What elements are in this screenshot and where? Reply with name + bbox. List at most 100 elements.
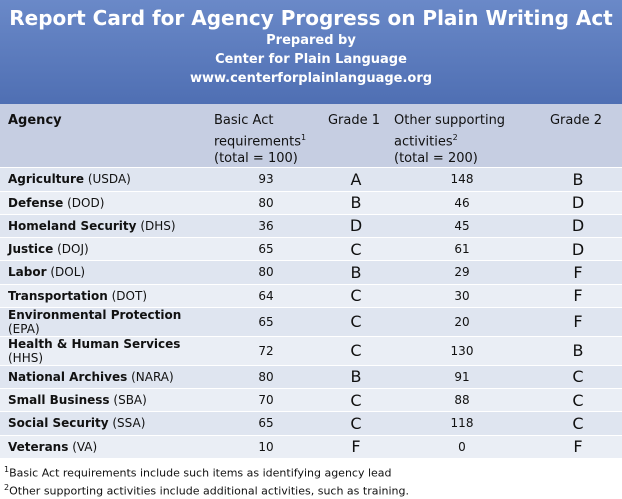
basic-score: 93 bbox=[210, 167, 318, 192]
agency-cell: Justice (DOJ) bbox=[0, 237, 210, 261]
table-row: Labor (DOL) 80 B 29 F bbox=[0, 260, 622, 285]
grade-1: B bbox=[318, 260, 390, 285]
grade-2: F bbox=[530, 283, 622, 308]
other-score: 148 bbox=[390, 167, 530, 192]
basic-score: 36 bbox=[210, 213, 318, 238]
header-lines: Prepared by Center for Plain Language www.… bbox=[0, 31, 622, 88]
agency-abbr: (DOD) bbox=[67, 195, 105, 210]
basic-score: 10 bbox=[210, 434, 318, 458]
footnote-mark: 1 bbox=[4, 464, 10, 474]
grade-2: F bbox=[530, 306, 622, 337]
agency-name: Transportation bbox=[8, 288, 108, 303]
column-note: (total = 200) bbox=[394, 151, 478, 167]
footnote: 1Basic Act requirements include such ite… bbox=[4, 462, 622, 481]
other-score: 130 bbox=[390, 335, 530, 366]
footnote-text: Basic Act requirements include such item… bbox=[9, 466, 392, 480]
agency-abbr: (VA) bbox=[72, 439, 98, 454]
table-row: Defense (DOD) 80 B 46 D bbox=[0, 190, 622, 215]
other-score: 0 bbox=[390, 434, 530, 458]
agency-cell: Transportation (DOT) bbox=[0, 283, 210, 308]
grade-1: B bbox=[318, 190, 390, 215]
agency-name: Labor bbox=[8, 265, 47, 280]
header-line: Prepared by bbox=[266, 33, 356, 48]
grade-1: C bbox=[318, 306, 390, 337]
agency-name: Veterans bbox=[8, 439, 69, 454]
agency-cell: Small Business (SBA) bbox=[0, 388, 210, 412]
agency-cell: Labor (DOL) bbox=[0, 260, 210, 285]
other-score: 30 bbox=[390, 283, 530, 308]
header-line: www.centerforplainlanguage.org bbox=[189, 71, 433, 86]
other-score: 91 bbox=[390, 364, 530, 389]
agency-abbr: (USDA) bbox=[87, 172, 131, 187]
grade-1: C bbox=[318, 411, 390, 436]
basic-score: 65 bbox=[210, 306, 318, 337]
grade-2: D bbox=[530, 190, 622, 215]
agency-abbr: (HHS) bbox=[8, 350, 44, 365]
agency-abbr: (DOJ) bbox=[57, 242, 89, 257]
footnote-text: Other supporting activities include addi… bbox=[9, 485, 410, 499]
grade-1: B bbox=[318, 364, 390, 389]
agency-name: Social Security bbox=[8, 416, 109, 431]
agency-name: Small Business bbox=[8, 393, 110, 408]
agency-cell: Health & Human Services (HHS) bbox=[0, 335, 210, 366]
other-score: 45 bbox=[390, 213, 530, 238]
table-row: Social Security (SSA) 65 C 118 C bbox=[0, 411, 622, 436]
report-table: Agency Basic Act requirements1 (total = 10… bbox=[0, 104, 622, 458]
column-header: Basic Act requirements1 (total = 100) bbox=[210, 104, 318, 168]
other-score: 61 bbox=[390, 237, 530, 261]
table-row: Health & Human Services (HHS) 72 C 130 B bbox=[0, 335, 622, 366]
grade-1: C bbox=[318, 335, 390, 366]
header-line: Center for Plain Language bbox=[215, 52, 407, 67]
grade-1: D bbox=[318, 213, 390, 238]
agency-name: Defense bbox=[8, 195, 64, 210]
title: Report Card for Agency Progress on Plain… bbox=[9, 6, 613, 30]
agency-abbr: (DOL) bbox=[50, 265, 86, 280]
grade-2: C bbox=[530, 364, 622, 389]
footnotes: 1Basic Act requirements include such ite… bbox=[0, 458, 622, 499]
column-header: Grade 1 bbox=[318, 104, 390, 168]
table-row: Veterans (VA) 10 F 0 F bbox=[0, 434, 622, 458]
grade-1: A bbox=[318, 167, 390, 192]
grade-2: F bbox=[530, 260, 622, 285]
grade-2: B bbox=[530, 335, 622, 366]
grade-2: F bbox=[530, 434, 622, 458]
column-title: Basic Act requirements bbox=[214, 113, 301, 150]
grade-2: C bbox=[530, 411, 622, 436]
header-row: Agency Basic Act requirements1 (total = 10… bbox=[0, 104, 622, 168]
footnote: 2Other supporting activities include add… bbox=[4, 480, 622, 499]
agency-abbr: (DHS) bbox=[140, 218, 176, 233]
table-row: Transportation (DOT) 64 C 30 F bbox=[0, 283, 622, 308]
grade-2: D bbox=[530, 237, 622, 261]
table-row: Homeland Security (DHS) 36 D 45 D bbox=[0, 213, 622, 238]
grade-2: B bbox=[530, 167, 622, 192]
footnote-ref: 2 bbox=[452, 133, 458, 142]
grade-1: C bbox=[318, 388, 390, 412]
basic-score: 65 bbox=[210, 411, 318, 436]
grade-1: C bbox=[318, 283, 390, 308]
grade-2: C bbox=[530, 388, 622, 412]
agency-name: Environmental Protection bbox=[8, 307, 182, 322]
column-title: Other supporting activities bbox=[394, 113, 506, 150]
agency-name: Agriculture bbox=[8, 172, 85, 187]
grade-1: C bbox=[318, 237, 390, 261]
table-row: Environmental Protection (EPA) 65 C 20 F bbox=[0, 306, 622, 337]
other-score: 29 bbox=[390, 260, 530, 285]
basic-score: 70 bbox=[210, 388, 318, 412]
basic-score: 72 bbox=[210, 335, 318, 366]
agency-cell: Defense (DOD) bbox=[0, 190, 210, 215]
column-header: Grade 2 bbox=[530, 104, 622, 168]
column-title: Agency bbox=[8, 113, 62, 128]
header: Report Card for Agency Progress on Plain… bbox=[0, 0, 622, 104]
column-header: Other supporting activities2 (total = 200… bbox=[390, 104, 530, 168]
agency-cell: National Archives (NARA) bbox=[0, 364, 210, 389]
basic-score: 80 bbox=[210, 364, 318, 389]
table-row: Agriculture (USDA) 93 A 148 B bbox=[0, 167, 622, 192]
agency-name: Homeland Security bbox=[8, 218, 137, 233]
column-note: (total = 100) bbox=[214, 151, 298, 167]
other-score: 46 bbox=[390, 190, 530, 215]
agency-name: Justice bbox=[8, 242, 54, 257]
agency-cell: Veterans (VA) bbox=[0, 434, 210, 458]
agency-cell: Homeland Security (DHS) bbox=[0, 213, 210, 238]
agency-abbr: (DOT) bbox=[111, 288, 148, 303]
